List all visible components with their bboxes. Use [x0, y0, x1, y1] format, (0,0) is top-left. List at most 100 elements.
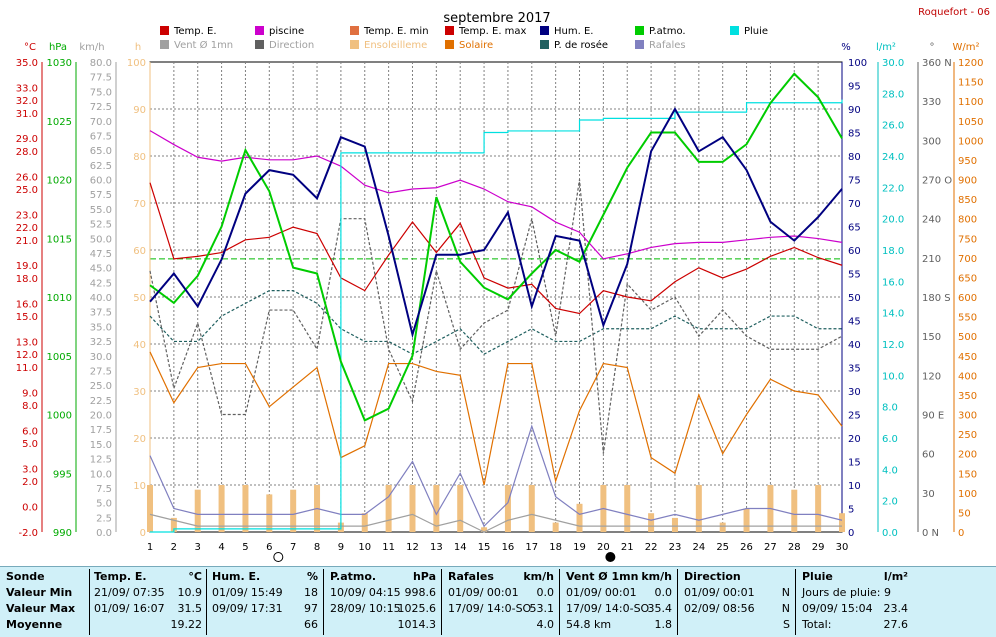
- wind-tick: 60.0: [90, 176, 112, 187]
- solar-tick: 600: [958, 293, 977, 304]
- wind-tick: 40.0: [90, 293, 112, 304]
- press-tick: 1020: [47, 176, 72, 187]
- sunshine-bar: [194, 489, 201, 532]
- temp-tick: 15.0: [16, 312, 38, 323]
- wind-tick: 52.5: [90, 220, 112, 231]
- summary-title: Hum. E.: [212, 570, 261, 583]
- summary-unit: hPa: [412, 570, 436, 583]
- wind-tick: 0.0: [96, 528, 112, 539]
- legend-swatch: [350, 40, 359, 49]
- temp-tick: 22.0: [16, 223, 38, 234]
- sunshine-bar: [839, 513, 845, 532]
- humidity-tick: 75: [848, 176, 861, 187]
- wind-tick: 67.5: [90, 131, 112, 142]
- temp-tick: 8.0: [22, 401, 38, 412]
- press-tick: 1015: [47, 234, 72, 245]
- press-tick: 1010: [47, 293, 72, 304]
- humidity-tick: 85: [848, 129, 861, 140]
- summary-date: Total:: [802, 618, 832, 631]
- summary-date: 02/09/ 08:56: [684, 602, 755, 615]
- summary-date: 17/09/ 14:0-SO: [448, 602, 532, 615]
- wind-tick: 35.0: [90, 322, 112, 333]
- solar-tick: 1200: [958, 58, 983, 69]
- x-tick-label: 2: [171, 542, 177, 553]
- direction-tick: 180 S: [922, 293, 951, 304]
- x-tick-label: 28: [788, 542, 801, 553]
- axis-unit: l/m²: [876, 42, 896, 53]
- series-lines: [149, 72, 843, 533]
- summary-value: 23.4: [883, 602, 909, 615]
- summary-sonde: Sonde Valeur Min Valeur Max Moyenne: [6, 569, 86, 633]
- wind-tick: 77.5: [90, 73, 112, 84]
- series-line-solaire: [149, 351, 843, 486]
- x-tick-label: 20: [597, 542, 610, 553]
- wind-tick: 45.0: [90, 264, 112, 275]
- sunshine-bar: [290, 489, 297, 532]
- summary-value: 10.9: [177, 586, 203, 599]
- legend-swatch: [635, 40, 644, 49]
- temp-tick: 31.0: [16, 109, 38, 120]
- summary-date: 01/09/ 00:01: [684, 586, 755, 599]
- x-tick-label: 23: [669, 542, 682, 553]
- temp-tick: 35.0: [16, 58, 38, 69]
- humidity-tick: 70: [848, 199, 861, 210]
- x-tick-label: 17: [525, 542, 538, 553]
- rain-tick: 2.0: [882, 497, 898, 508]
- temp-tick: 12.0: [16, 350, 38, 361]
- legend-label: Vent Ø 1mn: [174, 39, 233, 51]
- sunshine-tick: 20: [133, 434, 146, 445]
- sunshine-bar: [695, 485, 702, 532]
- axis-unit: W/m²: [952, 42, 979, 53]
- sunshine-bar: [576, 503, 583, 532]
- solar-tick: 900: [958, 176, 977, 187]
- legend-label: Temp. E. min: [363, 26, 429, 37]
- axis-unit: h: [135, 42, 141, 53]
- series-line-vent-mn: [149, 513, 842, 533]
- summary-panel: Sonde Valeur Min Valeur Max Moyenne Temp…: [0, 566, 996, 637]
- summary-title: Temp. E.: [94, 570, 147, 583]
- legend: Temp. E. piscine Temp. E. min Temp. E. max H…: [160, 26, 768, 51]
- summary-date: 54.8 km: [566, 618, 612, 631]
- axis-unit: km/h: [79, 42, 104, 53]
- x-axis: 1 2 3 4 5 6 7 8 9 10 11 12 13 14 15 16 17 18 19 20 21 22 23 24 2…: [147, 542, 848, 562]
- press-tick: 1005: [47, 352, 72, 363]
- summary-value: 18: [304, 586, 318, 599]
- sunshine-tick: 0: [140, 528, 146, 539]
- wind-tick: 7.5: [96, 484, 112, 495]
- humidity-tick: 5: [848, 505, 854, 516]
- summary-date: 10/09/ 04:15: [330, 586, 401, 599]
- rain-tick: 28.0: [882, 89, 904, 100]
- summary-unit: l/m²: [883, 570, 908, 583]
- solar-tick: 700: [958, 254, 977, 265]
- temp-tick: 5.0: [22, 439, 38, 450]
- sunshine-bar: [743, 508, 750, 532]
- x-tick-label: 3: [195, 542, 201, 553]
- legend-swatch: [540, 26, 549, 35]
- summary-date: 09/09/ 15:04: [802, 602, 873, 615]
- row-label: Valeur Max: [6, 602, 76, 615]
- summary-date: 17/09/ 14:0-SO: [566, 602, 650, 615]
- sunshine-tick: 100: [127, 58, 146, 69]
- solar-tick: 1150: [958, 78, 983, 89]
- x-tick-label: 5: [242, 542, 248, 553]
- temp-tick: 18.0: [16, 274, 38, 285]
- temp-tick: 0.0: [22, 503, 38, 514]
- x-tick-label: 22: [645, 542, 658, 553]
- wind-tick: 10.0: [90, 469, 112, 480]
- legend-label: piscine: [269, 26, 304, 37]
- summary-wind: Vent Ø 1mn km/h 01/09/ 00:01 0.0 17/09/ 14…: [566, 569, 672, 633]
- rain-tick: 12.0: [882, 340, 904, 351]
- sunshine-bar: [719, 522, 726, 532]
- humidity-tick: 90: [848, 105, 861, 116]
- wind-tick: 22.5: [90, 396, 112, 407]
- direction-tick: 270 O: [922, 176, 952, 187]
- rain-tick: 24.0: [882, 152, 904, 163]
- series-line-rafales: [149, 424, 843, 528]
- legend-swatch: [255, 26, 264, 35]
- x-tick-label: 24: [692, 542, 705, 553]
- legend-label: Direction: [269, 40, 314, 51]
- legend-label: P. de rosée: [554, 39, 608, 51]
- press-tick: 995: [53, 469, 72, 480]
- x-tick-label: 10: [358, 542, 371, 553]
- wind-tick: 72.5: [90, 102, 112, 113]
